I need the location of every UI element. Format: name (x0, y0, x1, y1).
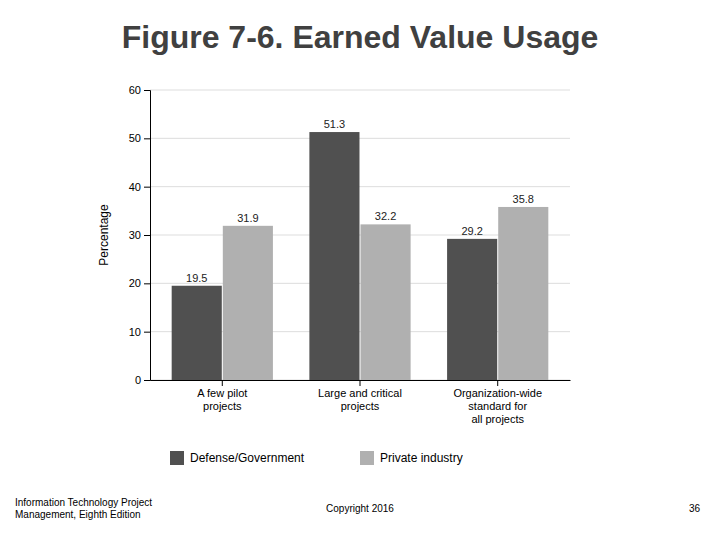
title: Figure 7-6. Earned Value Usage (122, 19, 599, 55)
tick-label: 0 (135, 374, 141, 386)
bar (172, 286, 222, 380)
bar (361, 224, 411, 380)
data-label: 31.9 (237, 212, 258, 224)
tick-label: 20 (129, 277, 141, 289)
tick: 60 (129, 84, 150, 96)
tick-label: 30 (129, 229, 141, 241)
tick: Organization-widestandard forall project… (453, 380, 542, 425)
tick-mark (360, 380, 361, 386)
tick-label: 10 (129, 326, 141, 338)
bars (172, 132, 549, 380)
annotation: 36 (689, 503, 701, 514)
data-label: 29.2 (461, 225, 482, 237)
bar (447, 239, 497, 380)
grid-line (150, 138, 570, 139)
bar (498, 207, 548, 380)
data-labels: 19.5 51.3 29.2 31.9 32.2 35.8 (186, 118, 534, 284)
legend-swatch (170, 451, 184, 465)
bar (223, 226, 273, 380)
chart: Figure 7-6. Earned Value Usage 19.5 51.3 29… (0, 0, 720, 540)
tick: 20 (129, 277, 150, 289)
tick-label: 40 (129, 181, 141, 193)
annotation: Information Technology ProjectManagement… (15, 497, 152, 520)
tick-label: Organization-widestandard forall project… (453, 387, 542, 425)
tick: 40 (129, 181, 150, 193)
tick-mark (497, 380, 498, 386)
data-label: 19.5 (186, 272, 207, 284)
tick-label: 60 (129, 84, 141, 96)
tick: 50 (129, 132, 150, 144)
bar (309, 132, 359, 380)
tick-mark (144, 235, 150, 236)
tick-mark (144, 90, 150, 91)
tick-mark (144, 187, 150, 188)
data-label: 51.3 (324, 118, 345, 130)
tick: 0 (135, 374, 150, 386)
data-label: 35.8 (513, 193, 534, 205)
footer: Information Technology ProjectManagement… (15, 497, 700, 520)
tick-mark (222, 380, 223, 386)
legend-label: Defense/Government (190, 451, 305, 465)
tick-label: 50 (129, 132, 141, 144)
tick-mark (144, 332, 150, 333)
legend-label: Private industry (380, 451, 463, 465)
tick-mark (144, 283, 150, 284)
grid-line (150, 186, 570, 187)
x-axis: A few pilotprojects Large and criticalpro… (151, 380, 571, 425)
annotation: Copyright 2016 (326, 503, 394, 514)
tick: A few pilotprojects (197, 380, 247, 412)
tick-label: A few pilotprojects (197, 387, 247, 412)
legend-item: Private industry (360, 451, 463, 465)
tick: Large and criticalprojects (318, 380, 402, 412)
data-label: 32.2 (375, 210, 396, 222)
tick: 30 (129, 229, 150, 241)
tick-mark (144, 380, 150, 381)
y-axis: 0 10 20 30 40 50 60 (129, 84, 151, 386)
tick-label: Large and criticalprojects (318, 387, 402, 412)
grid (150, 90, 570, 380)
tick: 10 (129, 326, 150, 338)
legend: Defense/Government Private industry (170, 451, 463, 465)
plot: 19.5 51.3 29.2 31.9 32.2 35.8 0 10 20 30 40 50 60 Per… (97, 84, 571, 425)
grid-line (150, 90, 570, 91)
tick-mark (144, 138, 150, 139)
axis-title: Percentage (97, 204, 111, 266)
legend-swatch (360, 451, 374, 465)
legend-item: Defense/Government (170, 451, 305, 465)
axis-line (144, 91, 151, 381)
